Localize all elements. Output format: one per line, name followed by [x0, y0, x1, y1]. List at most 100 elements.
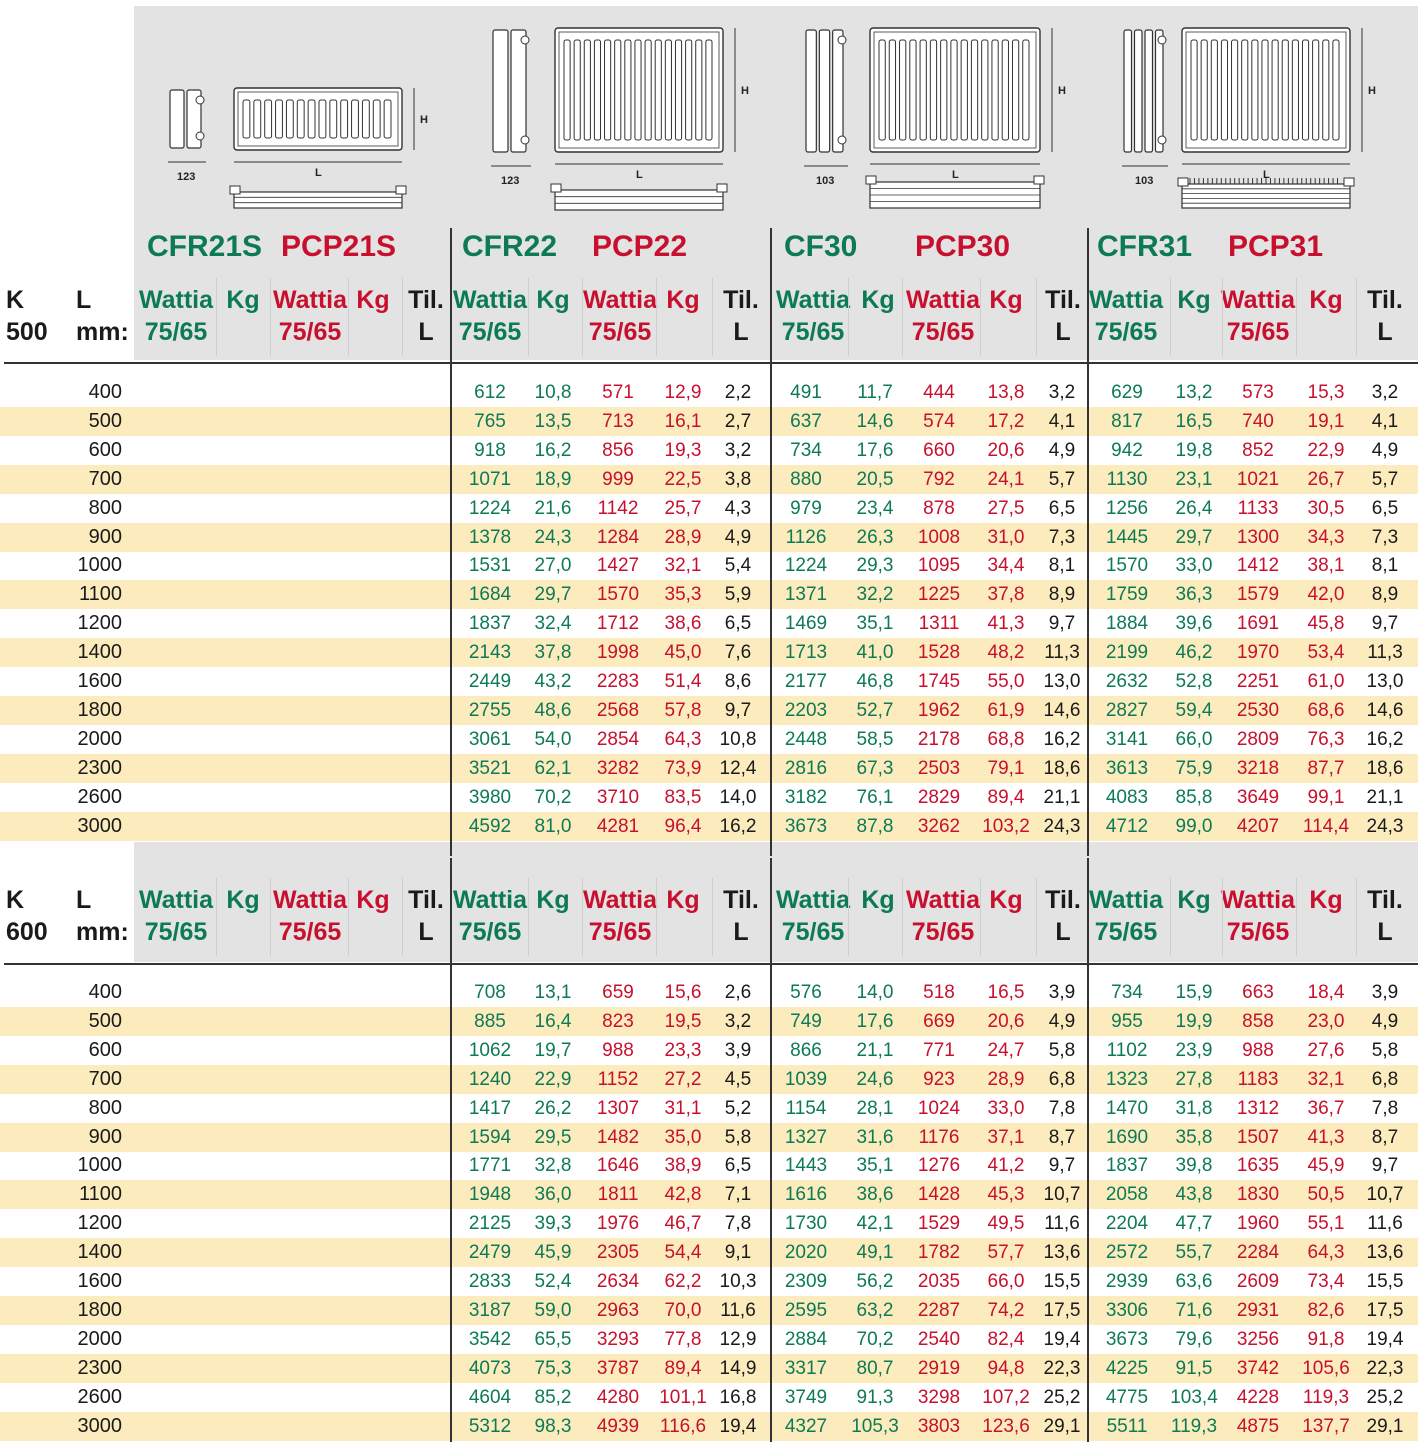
- table-cell: 31,8: [1175, 1097, 1213, 1119]
- table-cell: 2939: [1105, 1271, 1149, 1292]
- table-cell: 1635: [1236, 1155, 1280, 1177]
- table-cell: 4592: [468, 815, 512, 837]
- table-cell: 58,5: [856, 728, 894, 750]
- table-cell: 1008: [917, 526, 961, 548]
- table-cell: 63,2: [856, 1299, 894, 1321]
- table-cell: 4,1: [1371, 410, 1399, 432]
- table-cell: 35,1: [856, 613, 894, 635]
- table-cell: 41,0: [856, 642, 894, 664]
- table-cell: 51,4: [664, 671, 702, 692]
- table-cell: 6,5: [1048, 497, 1076, 519]
- header-separator: [402, 278, 403, 356]
- table-cell: 99,0: [1175, 815, 1213, 837]
- row-length-label: 1400: [77, 641, 123, 664]
- table-cell: 16,2: [719, 815, 757, 837]
- table-cell: 771: [923, 1039, 955, 1061]
- col-subheader-wattia-1: 75/65: [278, 918, 342, 946]
- table-cell: 22,5: [664, 468, 702, 490]
- table-cell: 20,6: [987, 1010, 1025, 1032]
- table-cell: 2,2: [724, 382, 752, 403]
- table-cell: 734: [790, 439, 822, 461]
- table-cell: 65,5: [534, 1328, 572, 1350]
- col-subheader-wattia-1: 75/65: [144, 318, 208, 346]
- header-separator: [656, 878, 657, 956]
- col-header-til-4: Til.: [1367, 286, 1403, 314]
- table-cell: 2283: [596, 671, 640, 692]
- k-label-1: K: [6, 286, 25, 314]
- table-cell: 1962: [917, 699, 961, 721]
- table-cell: 42,1: [856, 1213, 894, 1235]
- header-separator: [1170, 278, 1171, 356]
- col-header-wattia-4: Wattia: [1088, 286, 1164, 314]
- table-cell: 17,5: [1366, 1299, 1404, 1321]
- table-cell: 21,1: [856, 1039, 894, 1061]
- header-separator: [1356, 278, 1357, 356]
- header-separator: [848, 878, 849, 956]
- table-cell: 35,0: [664, 1126, 702, 1148]
- table-cell: 3542: [468, 1328, 512, 1350]
- table-cell: 46,7: [664, 1213, 702, 1235]
- table-cell: 19,5: [664, 1010, 702, 1032]
- col-subheader-til-2: L: [733, 918, 749, 946]
- table-cell: 2572: [1105, 1242, 1149, 1264]
- table-cell: 27,2: [664, 1068, 702, 1090]
- table-cell: 3,2: [1048, 382, 1076, 403]
- table-cell: 2609: [1236, 1271, 1280, 1292]
- header-separator: [582, 278, 583, 356]
- table-cell: 6,5: [724, 1155, 752, 1177]
- table-cell: 42,0: [1307, 584, 1345, 606]
- col-subheader-wattia-3: 75/65: [911, 318, 975, 346]
- table-cell: 3141: [1105, 728, 1149, 750]
- table-cell: 6,5: [1371, 497, 1399, 519]
- mm-label-1: mm:: [76, 318, 129, 346]
- table-cell: 137,7: [1302, 1415, 1350, 1437]
- col-subheader-til-2: L: [733, 318, 749, 346]
- table-cell: 107,2: [982, 1386, 1030, 1408]
- table-cell: 34,3: [1307, 526, 1345, 548]
- col-header-til-1: Til.: [408, 286, 444, 314]
- col-header-til-2: Til.: [723, 886, 759, 914]
- table-cell: 38,6: [856, 1184, 894, 1206]
- table-cell: 98,3: [534, 1415, 572, 1437]
- header-separator: [902, 878, 903, 956]
- header-separator: [712, 878, 713, 956]
- table-cell: 3218: [1236, 757, 1280, 779]
- table-cell: 4604: [468, 1386, 512, 1408]
- table-cell: 15,3: [1307, 382, 1345, 403]
- table-cell: 20,6: [987, 439, 1025, 461]
- table-cell: 24,6: [856, 1068, 894, 1090]
- col-header-wattia-4: Wattia: [1220, 286, 1296, 314]
- col-header-wattia-2: Wattia: [452, 886, 528, 914]
- table-cell: 61,0: [1307, 671, 1345, 692]
- header-separator: [712, 278, 713, 356]
- table-cell: 14,6: [1366, 699, 1404, 721]
- table-cell: 103,4: [1170, 1386, 1218, 1408]
- table-cell: 57,8: [664, 699, 702, 721]
- header-separator: [902, 278, 903, 356]
- table-cell: 2448: [784, 728, 828, 750]
- table-cell: 3,8: [724, 468, 752, 490]
- table-cell: 1529: [917, 1213, 961, 1235]
- table-cell: 11,6: [1367, 1213, 1403, 1235]
- table-cell: 57,7: [987, 1242, 1025, 1264]
- table-cell: 15,5: [1366, 1271, 1404, 1292]
- table-cell: 29,1: [1366, 1415, 1404, 1437]
- table-cell: 1021: [1236, 468, 1280, 490]
- table-cell: 42,8: [664, 1184, 702, 1206]
- table-cell: 3787: [596, 1357, 640, 1379]
- group-divider: [1087, 228, 1089, 856]
- table-cell: 923: [923, 1068, 955, 1090]
- table-cell: 16,1: [664, 410, 702, 432]
- table-cell: 3673: [784, 815, 828, 837]
- table-cell: 18,6: [1366, 757, 1404, 779]
- header-separator: [348, 878, 349, 956]
- table-cell: 11,3: [1367, 642, 1403, 664]
- table-cell: 2287: [917, 1299, 961, 1321]
- header-separator: [1036, 878, 1037, 956]
- table-cell: 2020: [784, 1242, 828, 1264]
- table-cell: 3613: [1105, 757, 1149, 779]
- table-cell: 3,2: [724, 1010, 752, 1032]
- table-cell: 26,7: [1307, 468, 1345, 490]
- table-cell: 77,8: [664, 1328, 702, 1350]
- table-cell: 49,5: [987, 1213, 1025, 1235]
